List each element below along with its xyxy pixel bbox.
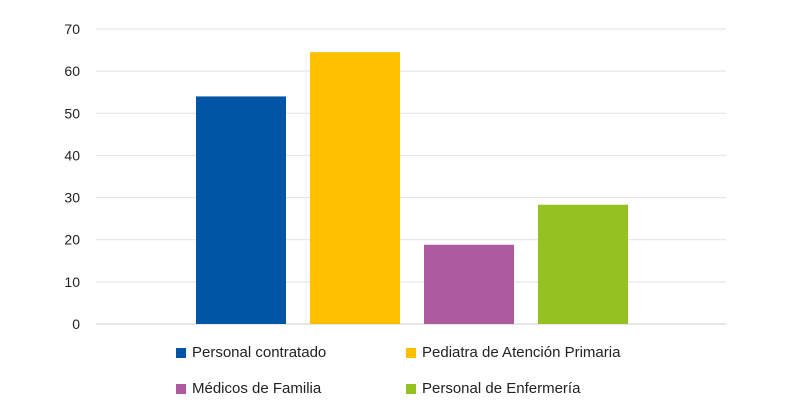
bar-personal-contratado xyxy=(196,96,286,324)
bars xyxy=(196,52,628,325)
bar-personal-de-enfermer-a xyxy=(538,204,628,324)
y-tick-label: 40 xyxy=(64,147,80,163)
bar-pediatra-de-atenci-n-primaria xyxy=(310,52,400,325)
legend-swatch xyxy=(406,383,416,394)
y-tick-label: 10 xyxy=(64,274,80,290)
legend-item-medicos-familia: Médicos de Familia xyxy=(176,380,321,397)
legend-item-personal-contratado: Personal contratado xyxy=(176,344,326,361)
legend-label: Personal contratado xyxy=(192,344,327,361)
legend-swatch xyxy=(176,383,186,394)
y-axis-ticks: 0 10 20 30 40 50 60 70 xyxy=(64,21,80,332)
legend-item-pediatra: Pediatra de Atención Primaria xyxy=(406,344,620,361)
y-tick-label: 70 xyxy=(64,21,80,37)
legend-label: Pediatra de Atención Primaria xyxy=(422,344,621,361)
y-tick-label: 60 xyxy=(64,63,80,79)
legend-item-personal-enfermeria: Personal de Enfermería xyxy=(406,380,580,397)
y-tick-label: 0 xyxy=(72,316,80,332)
gridlines xyxy=(96,28,726,325)
legend-label: Personal de Enfermería xyxy=(422,380,581,397)
y-tick-label: 30 xyxy=(64,190,80,206)
bar-m-dicos-de-familia xyxy=(424,244,514,324)
legend-swatch xyxy=(176,347,186,358)
y-tick-label: 20 xyxy=(64,232,80,248)
legend-label: Médicos de Familia xyxy=(192,380,322,397)
y-tick-label: 50 xyxy=(64,105,80,121)
legend-swatch xyxy=(406,347,416,358)
